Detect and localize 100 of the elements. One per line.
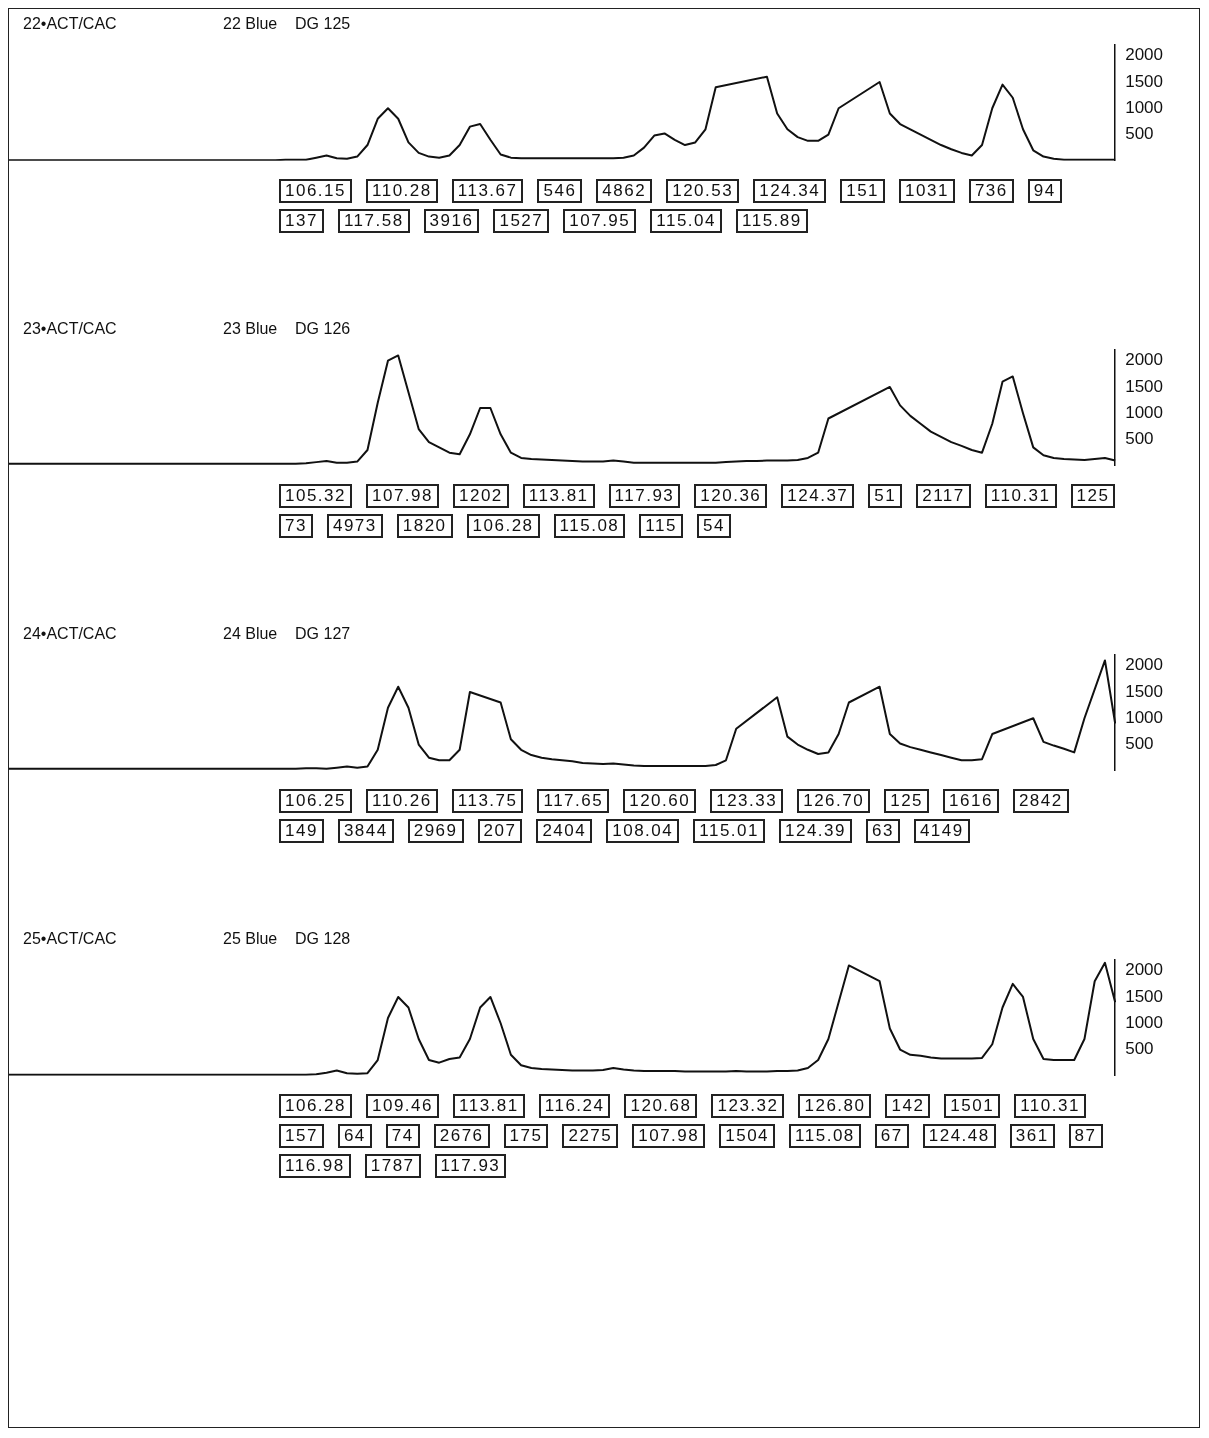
chart-subtitle: 24 Blue DG 127 xyxy=(223,625,351,643)
text: 2404 xyxy=(536,819,593,843)
y-tick-label: 1000 xyxy=(1125,707,1164,727)
y-tick-label: 1500 xyxy=(1125,986,1164,1006)
y-tick-label: 1000 xyxy=(1125,402,1164,422)
text: 113.81 xyxy=(453,1094,525,1118)
text: 73 xyxy=(279,514,313,538)
text: 120.60 xyxy=(623,789,697,813)
text: 124.48 xyxy=(922,1124,996,1148)
text: 113.81 xyxy=(522,484,595,508)
text: 74 xyxy=(385,1124,420,1148)
text: 117.65 xyxy=(537,789,610,813)
text: 108.04 xyxy=(606,819,680,843)
text: 113.75 xyxy=(451,789,524,813)
text: 175 xyxy=(503,1124,549,1148)
text: 142 xyxy=(885,1094,931,1118)
text: 106.15 xyxy=(279,179,352,203)
text: 110.31 xyxy=(984,484,1057,508)
y-tick-label: 500 xyxy=(1125,1039,1154,1059)
y-tick-label: 1500 xyxy=(1125,71,1164,91)
text: 64 xyxy=(337,1124,372,1148)
text: 117.93 xyxy=(434,1154,507,1178)
text: 124.39 xyxy=(778,819,852,843)
text: 105.32 xyxy=(279,484,352,508)
text: 107.98 xyxy=(632,1124,706,1148)
text: 151 xyxy=(840,179,886,203)
y-tick-label: 2000 xyxy=(1125,350,1164,370)
text: 1501 xyxy=(944,1094,1001,1118)
text: 1202 xyxy=(453,484,509,508)
text: 106.25 xyxy=(279,789,352,813)
text: 115 xyxy=(639,514,683,538)
chart-title: 22•ACT/CAC xyxy=(23,15,118,33)
text: 546 xyxy=(537,179,583,203)
text: 149 xyxy=(279,819,324,843)
text: 115.01 xyxy=(693,819,765,843)
text: 126.70 xyxy=(797,789,871,813)
text: 125 xyxy=(884,789,930,813)
text: 2676 xyxy=(433,1124,490,1148)
text: 117.58 xyxy=(337,209,410,233)
text: 137 xyxy=(279,209,324,233)
y-tick-label: 500 xyxy=(1125,124,1154,144)
text: 124.37 xyxy=(781,484,855,508)
y-tick-label: 500 xyxy=(1125,734,1154,754)
text: 157 xyxy=(279,1124,324,1148)
text: 106.28 xyxy=(279,1094,352,1118)
text: 207 xyxy=(477,819,523,843)
text: 120.36 xyxy=(694,484,768,508)
text: 116.98 xyxy=(279,1154,351,1178)
text: 1787 xyxy=(364,1154,421,1178)
text: 2117 xyxy=(916,484,971,508)
text: 2842 xyxy=(1012,789,1069,813)
y-tick-label: 2000 xyxy=(1125,45,1164,65)
text: 124.34 xyxy=(753,179,827,203)
text: 2969 xyxy=(407,819,464,843)
text: 4149 xyxy=(913,819,970,843)
text: 120.68 xyxy=(624,1094,698,1118)
text: 115.89 xyxy=(736,209,808,233)
y-tick-label: 500 xyxy=(1125,429,1154,449)
text: 361 xyxy=(1009,1124,1055,1148)
y-tick-label: 1500 xyxy=(1125,681,1164,701)
chart-subtitle: 25 Blue DG 128 xyxy=(223,930,351,948)
y-tick-label: 2000 xyxy=(1125,655,1164,675)
chart-subtitle: 22 Blue DG 125 xyxy=(223,15,351,33)
text: 115.08 xyxy=(789,1124,861,1148)
text: 1031 xyxy=(899,179,955,203)
text: 63 xyxy=(865,819,900,843)
text: 117.93 xyxy=(608,484,681,508)
chart-title: 25•ACT/CAC xyxy=(23,930,118,948)
text: 54 xyxy=(696,514,731,538)
text: 94 xyxy=(1027,179,1062,203)
y-tick-label: 2000 xyxy=(1125,960,1164,980)
y-tick-label: 1000 xyxy=(1125,97,1164,117)
text: 125 xyxy=(1070,484,1116,508)
chart-subtitle: 23 Blue DG 126 xyxy=(223,320,351,338)
text: 107.95 xyxy=(563,209,637,233)
y-tick-label: 1500 xyxy=(1125,376,1164,396)
text: 1504 xyxy=(719,1124,776,1148)
text: 110.28 xyxy=(366,179,438,203)
text: 107.98 xyxy=(366,484,439,508)
y-tick-label: 1000 xyxy=(1125,1012,1164,1032)
text: 115.04 xyxy=(650,209,722,233)
text: 2275 xyxy=(562,1124,619,1148)
text: 4862 xyxy=(596,179,653,203)
text: 123.32 xyxy=(711,1094,785,1118)
text: 1820 xyxy=(396,514,453,538)
text: 126.80 xyxy=(798,1094,872,1118)
chart-title: 24•ACT/CAC xyxy=(23,625,118,643)
text: 3916 xyxy=(423,209,480,233)
text: 51 xyxy=(868,484,903,508)
text: 109.46 xyxy=(366,1094,439,1118)
text: 3844 xyxy=(337,819,394,843)
text: 736 xyxy=(968,179,1014,203)
text: 4973 xyxy=(326,514,383,538)
text: 87 xyxy=(1068,1124,1103,1148)
chart-title: 23•ACT/CAC xyxy=(23,320,118,338)
text: 110.26 xyxy=(366,789,438,813)
text: 116.24 xyxy=(538,1094,611,1118)
text: 67 xyxy=(874,1124,909,1148)
text: 115.08 xyxy=(553,514,626,538)
text: 110.31 xyxy=(1014,1094,1086,1118)
